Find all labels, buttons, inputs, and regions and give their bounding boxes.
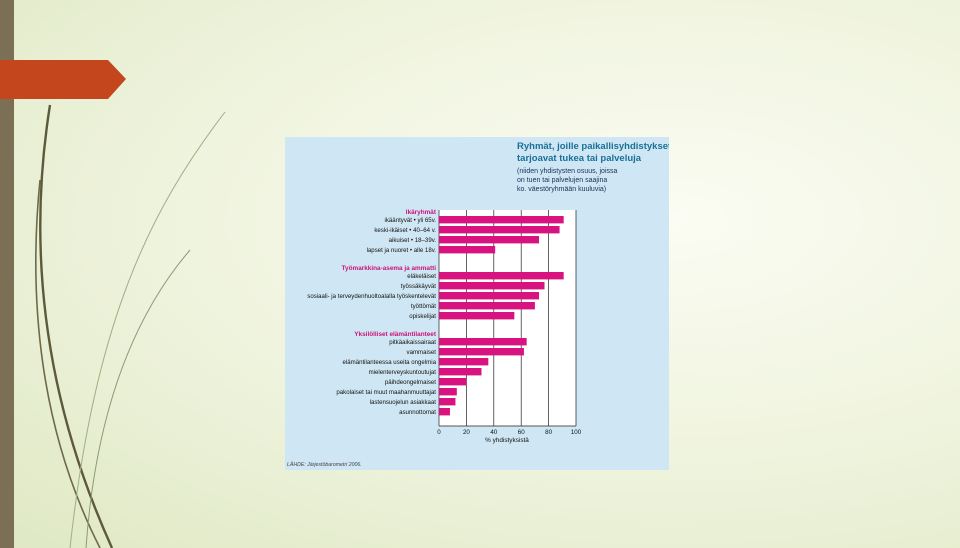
bar [439, 246, 496, 254]
category-label: eläkeläiset [407, 273, 436, 280]
category-label: työssäkäyvät [401, 283, 437, 290]
x-tick-label: 20 [463, 429, 470, 436]
x-tick-label: 40 [490, 429, 497, 436]
bars [439, 216, 564, 416]
group-label: Työmarkkina-asema ja ammatti [342, 265, 437, 272]
decorative-curves [35, 104, 226, 548]
x-tick-label: 0 [437, 429, 441, 436]
bar [439, 272, 564, 280]
bar [439, 312, 515, 320]
left-accent-strip [0, 0, 14, 548]
caption-title-line-1: Ryhmät, joille paikallisyhdistykset [517, 141, 669, 152]
category-label: pakolaiset tai muut maahanmuuttajat [336, 389, 436, 396]
bar [439, 408, 450, 416]
category-label: päihdeongelmaiset [385, 379, 436, 386]
group-label: Yksilölliset elämäntilanteet [354, 331, 437, 338]
bar [439, 226, 560, 234]
category-label: pitkäaikaissairaat [389, 339, 436, 346]
caption-title-line-2: tarjoavat tukea tai palveluja [517, 153, 642, 164]
bar [439, 388, 457, 396]
source-note: LÄHDE: Järjestöbarometri 2006. [287, 461, 362, 468]
bar [439, 338, 527, 346]
bar [439, 282, 545, 290]
bar [439, 348, 524, 356]
caption-sub-line-1: (niiden yhdistysten osuus, joissa [517, 168, 617, 175]
x-axis: 0 20 40 60 80 100 [437, 425, 582, 436]
x-tick-label: 100 [571, 429, 582, 436]
category-label: vammaiset [407, 349, 437, 356]
bar [439, 292, 540, 300]
category-label: ikääntyvät • yli 65v. [385, 217, 437, 224]
bar-chart: Ryhmät, joille paikallisyhdistykset tarj… [287, 141, 669, 468]
figure-panel: Ryhmät, joille paikallisyhdistykset tarj… [285, 137, 669, 470]
bar [439, 378, 467, 386]
caption-sub-line-2: on tuen tai palvelujen saajina [517, 177, 607, 184]
category-label: keski-ikäiset • 40–64 v. [374, 227, 436, 234]
category-label: asunnottomat [399, 409, 436, 416]
category-label: opiskelijat [409, 313, 436, 320]
caption-sub-line-3: ko. väestöryhmään kuuluvia) [517, 186, 606, 193]
category-label: sosiaali- ja terveydenhuoltoalalla työsk… [307, 293, 436, 300]
category-label: aikuiset • 18–39v. [389, 237, 437, 244]
x-axis-title: % yhdistyksistä [485, 437, 529, 444]
category-label: lapset ja nuoret • alle 18v. [367, 247, 437, 254]
bar [439, 216, 564, 224]
bar [439, 398, 456, 406]
x-tick-label: 60 [518, 429, 525, 436]
bar [439, 368, 482, 376]
bar [439, 302, 535, 310]
category-label: lastensuojelun asiakkaat [370, 399, 437, 406]
category-label: mielenterveyskuntoutujat [369, 369, 437, 376]
red-arrow-tab [0, 60, 126, 99]
bar [439, 236, 540, 244]
x-tick-label: 80 [545, 429, 552, 436]
category-label: työttömät [411, 303, 436, 310]
category-label: elämäntilanteessa useita ongelmia [343, 359, 437, 366]
group-label: Ikäryhmät [406, 209, 437, 216]
bar [439, 358, 489, 366]
